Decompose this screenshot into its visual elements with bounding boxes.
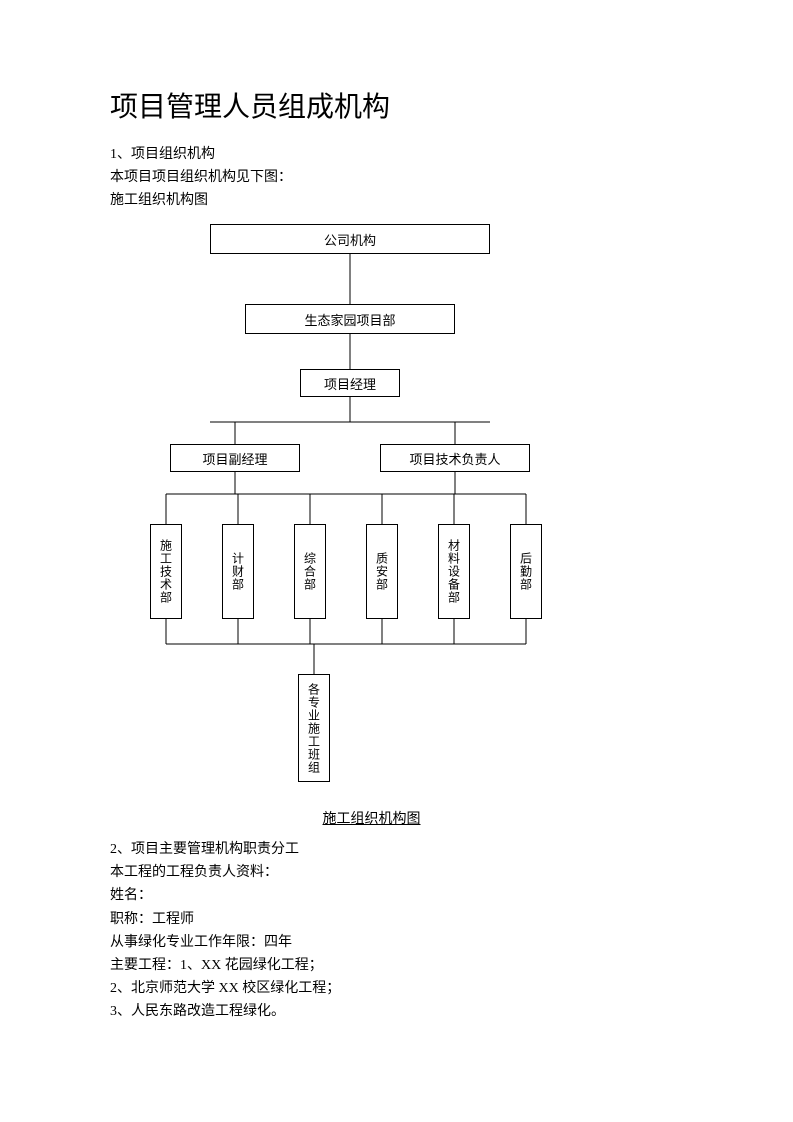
- chart-node-d2: 计财部: [222, 524, 254, 619]
- body-p6: 主要工程：1、XX 花园绿化工程；: [110, 954, 683, 977]
- chart-node-n2: 生态家园项目部: [245, 304, 455, 334]
- chart-node-n1: 公司机构: [210, 224, 490, 254]
- body-p5: 从事绿化专业工作年限：四年: [110, 931, 683, 954]
- chart-node-n4: 项目副经理: [170, 444, 300, 472]
- body-p1: 2、项目主要管理机构职责分工: [110, 838, 683, 861]
- intro-line-1: 1、项目组织机构: [110, 143, 683, 166]
- chart-node-n3: 项目经理: [300, 369, 400, 397]
- chart-node-d5: 材料设备部: [438, 524, 470, 619]
- chart-node-d4: 质安部: [366, 524, 398, 619]
- body-text: 2、项目主要管理机构职责分工 本工程的工程负责人资料： 姓名： 职称：工程师 从…: [110, 838, 683, 1023]
- page-title: 项目管理人员组成机构: [110, 85, 683, 125]
- chart-caption: 施工组织机构图: [60, 808, 683, 828]
- body-p2: 本工程的工程负责人资料：: [110, 861, 683, 884]
- org-chart: 公司机构生态家园项目部项目经理项目副经理 项目技术负责人施工技术部 计财部 综合部 质安…: [110, 224, 610, 804]
- chart-node-d6: 后勤部: [510, 524, 542, 619]
- body-p8: 3、人民东路改造工程绿化。: [110, 1000, 683, 1023]
- chart-node-n5: 项目技术负责人: [380, 444, 530, 472]
- intro-line-2: 本项目项目组织机构见下图：: [110, 166, 683, 189]
- body-p4: 职称：工程师: [110, 908, 683, 931]
- body-p3: 姓名：: [110, 884, 683, 907]
- intro-line-3: 施工组织机构图: [110, 189, 683, 212]
- chart-node-d3: 综合部: [294, 524, 326, 619]
- chart-node-d1: 施工技术部: [150, 524, 182, 619]
- chart-node-n7: 各专业施工班组: [298, 674, 330, 782]
- body-p7: 2、北京师范大学 XX 校区绿化工程；: [110, 977, 683, 1000]
